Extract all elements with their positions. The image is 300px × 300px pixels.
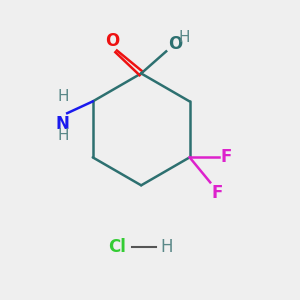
Text: H: H bbox=[57, 128, 69, 143]
Text: F: F bbox=[220, 148, 232, 166]
Text: O: O bbox=[106, 32, 120, 50]
Text: H: H bbox=[57, 89, 69, 104]
Text: N: N bbox=[56, 115, 70, 133]
Text: H: H bbox=[178, 30, 190, 45]
Text: F: F bbox=[212, 184, 223, 202]
Text: O: O bbox=[168, 35, 182, 53]
Text: H: H bbox=[160, 238, 173, 256]
Text: Cl: Cl bbox=[109, 238, 126, 256]
